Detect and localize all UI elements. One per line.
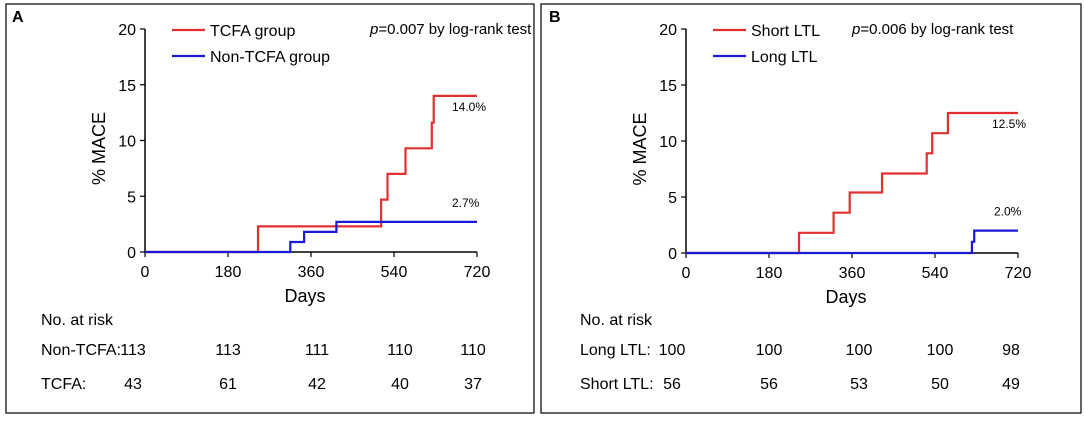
panel-a-series-line-1	[145, 220, 477, 254]
panel-a-x-axis-label: Days	[284, 286, 325, 306]
panel-b-risk-value: 100	[659, 342, 686, 359]
panel-b-x-tick-label: 720	[1005, 265, 1032, 282]
panel-b-risk-value: 53	[850, 376, 868, 393]
panel-b-risk-row-label: Long LTL:	[580, 342, 651, 359]
panel-a-p-value-annotation: p=0.007 by log-rank test	[369, 21, 532, 38]
panel-b-x-axis-label: Days	[825, 287, 866, 307]
panel-b-risk-value: 56	[760, 376, 778, 393]
panel-a-border	[5, 3, 535, 414]
panel-b-y-tick-label: 20	[659, 22, 677, 39]
panel-b-end-label-0: 12.5%	[992, 117, 1026, 131]
panel-b-risk-value: 100	[927, 342, 954, 359]
panel-a-end-label-0: 14.0%	[452, 100, 486, 114]
panel-a-risk-value: 110	[460, 342, 486, 359]
panel-b-y-tick-label: 10	[659, 134, 677, 151]
panel-b-risk-value: 50	[931, 376, 949, 393]
panel-a-risk-value: 61	[219, 376, 237, 393]
panel-a-y-tick-label: 10	[118, 134, 136, 151]
panel-a-x-tick-label: 180	[215, 264, 242, 281]
panel-a-y-tick-label: 20	[118, 22, 136, 39]
panel-a-x-tick-label: 540	[381, 264, 408, 281]
panel-b-risk-value: 49	[1002, 376, 1020, 393]
panel-b-legend-label-0: Short LTL	[751, 23, 820, 40]
panel-a-y-tick-label: 0	[127, 245, 136, 262]
panel-a-risk-row-label: Non-TCFA:	[41, 342, 121, 359]
panel-b-x-tick-label: 360	[839, 265, 866, 282]
panel-b-risk-table-title: No. at risk	[580, 312, 653, 329]
panel-a-risk-value: 37	[464, 376, 482, 393]
panel-a-risk-value: 110	[387, 342, 413, 359]
panel-a-risk-value: 113	[215, 342, 241, 359]
panel-a-legend-label-1: Non-TCFA group	[210, 49, 330, 66]
panel-a-risk-value: 111	[305, 342, 329, 359]
panel-b-legend-label-1: Long LTL	[751, 49, 818, 66]
panel-a-label: A	[12, 9, 24, 26]
panel-a-risk-value: 40	[391, 376, 409, 393]
panel-a-series-line-0	[145, 94, 477, 254]
panel-a-risk-value: 113	[120, 342, 146, 359]
panel-b-series-line-1	[686, 229, 1018, 255]
panel-b-border	[540, 3, 1082, 414]
panel-a-x-tick-label: 360	[298, 264, 325, 281]
panel-b-risk-value: 56	[663, 376, 681, 393]
panel-b-end-label-1: 2.0%	[994, 205, 1022, 219]
panel-b-series-line-0	[686, 111, 1018, 255]
panel-b-risk-row-label: Short LTL:	[580, 376, 654, 393]
panel-a-x-tick-label: 720	[464, 264, 491, 281]
panel-b-x-tick-label: 180	[756, 265, 783, 282]
panel-b-p-value-annotation: p=0.006 by log-rank test	[851, 21, 1014, 38]
panel-a-x-tick-label: 0	[141, 264, 150, 281]
panel-a-legend-label-0: TCFA group	[210, 23, 295, 40]
panel-b-x-tick-label: 540	[922, 265, 949, 282]
panel-b-x-tick-label: 0	[682, 265, 691, 282]
panel-a-risk-table-title: No. at risk	[41, 312, 114, 329]
panel-b-group: B 0 5 10 15 20 0 180 360 540 720 Days % MACE 12.5% 2.0…	[540, 3, 1082, 414]
panel-a-y-tick-label: 5	[127, 189, 136, 206]
panel-a-risk-value: 42	[308, 376, 326, 393]
panel-b-y-axis-label: % MACE	[630, 112, 650, 185]
panel-a-y-axis-label: % MACE	[89, 112, 109, 185]
panel-a-y-tick-label: 15	[118, 78, 136, 95]
panel-a-group: A 0 5 10 15 20 0 180 360 540 720 Days % MACE 14.0% 2.7…	[5, 3, 535, 414]
panel-b-y-tick-label: 5	[668, 190, 677, 207]
panel-b-y-tick-label: 15	[659, 78, 677, 95]
panel-a-risk-row-label: TCFA:	[41, 376, 86, 393]
panel-b-label: B	[549, 9, 561, 26]
panel-a-risk-value: 43	[124, 376, 142, 393]
panel-a-end-label-1: 2.7%	[452, 196, 480, 210]
panel-b-risk-value: 100	[756, 342, 783, 359]
panel-b-risk-value: 100	[846, 342, 873, 359]
panel-b-risk-value: 98	[1002, 342, 1020, 359]
panel-b-y-tick-label: 0	[668, 246, 677, 263]
